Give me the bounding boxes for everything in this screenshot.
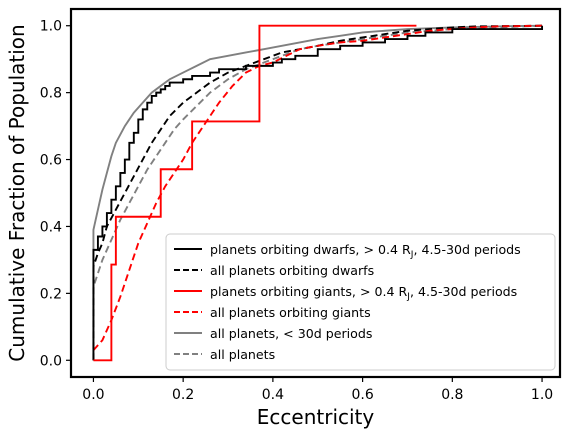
x-tick-label: 1.0 xyxy=(531,387,553,403)
legend-label: all planets orbiting giants xyxy=(210,305,371,320)
axis-ticks: 0.0 0.2 0.4 0.6 0.8 1.0 0.0 0.2 0.4 0.6 0.8 1.0 xyxy=(40,19,553,403)
y-tick-label: 1.0 xyxy=(40,19,62,35)
y-tick-label: 0.6 xyxy=(40,153,62,169)
y-axis-label: Cumulative Fraction of Population xyxy=(5,24,29,361)
legend-label: all planets orbiting dwarfs xyxy=(210,263,374,278)
x-tick-label: 0.6 xyxy=(351,387,373,403)
series-line-5 xyxy=(92,24,543,361)
y-tick-label: 0.2 xyxy=(40,286,62,302)
legend-label: planets orbiting dwarfs, > 0.4 RJ, 4.5-3… xyxy=(210,242,521,260)
y-tick-label: 0.8 xyxy=(40,86,62,102)
series-line-1 xyxy=(92,25,544,361)
legend-box xyxy=(165,233,556,371)
y-tick-label: 0.4 xyxy=(40,219,62,235)
legend-label: all planets, < 30d periods xyxy=(210,326,372,341)
x-tick-label: 0.8 xyxy=(441,387,463,403)
legend-label: all planets xyxy=(210,347,275,362)
series-line-3 xyxy=(93,24,417,362)
series-line-6 xyxy=(92,24,543,361)
legend-label: planets orbiting giants, > 0.4 RJ, 4.5-3… xyxy=(210,284,517,302)
plot-area xyxy=(92,24,544,362)
series-line-2 xyxy=(92,24,543,361)
x-axis-label: Eccentricity xyxy=(257,405,375,429)
legend: planets orbiting dwarfs, > 0.4 RJ, 4.5-3… xyxy=(165,233,556,371)
x-tick-label: 0.2 xyxy=(172,387,194,403)
x-tick-label: 0.0 xyxy=(82,387,104,403)
series-line-4 xyxy=(92,24,543,351)
y-tick-label: 0.0 xyxy=(40,353,62,369)
plot-frame xyxy=(69,7,562,379)
x-tick-label: 0.4 xyxy=(262,387,284,403)
